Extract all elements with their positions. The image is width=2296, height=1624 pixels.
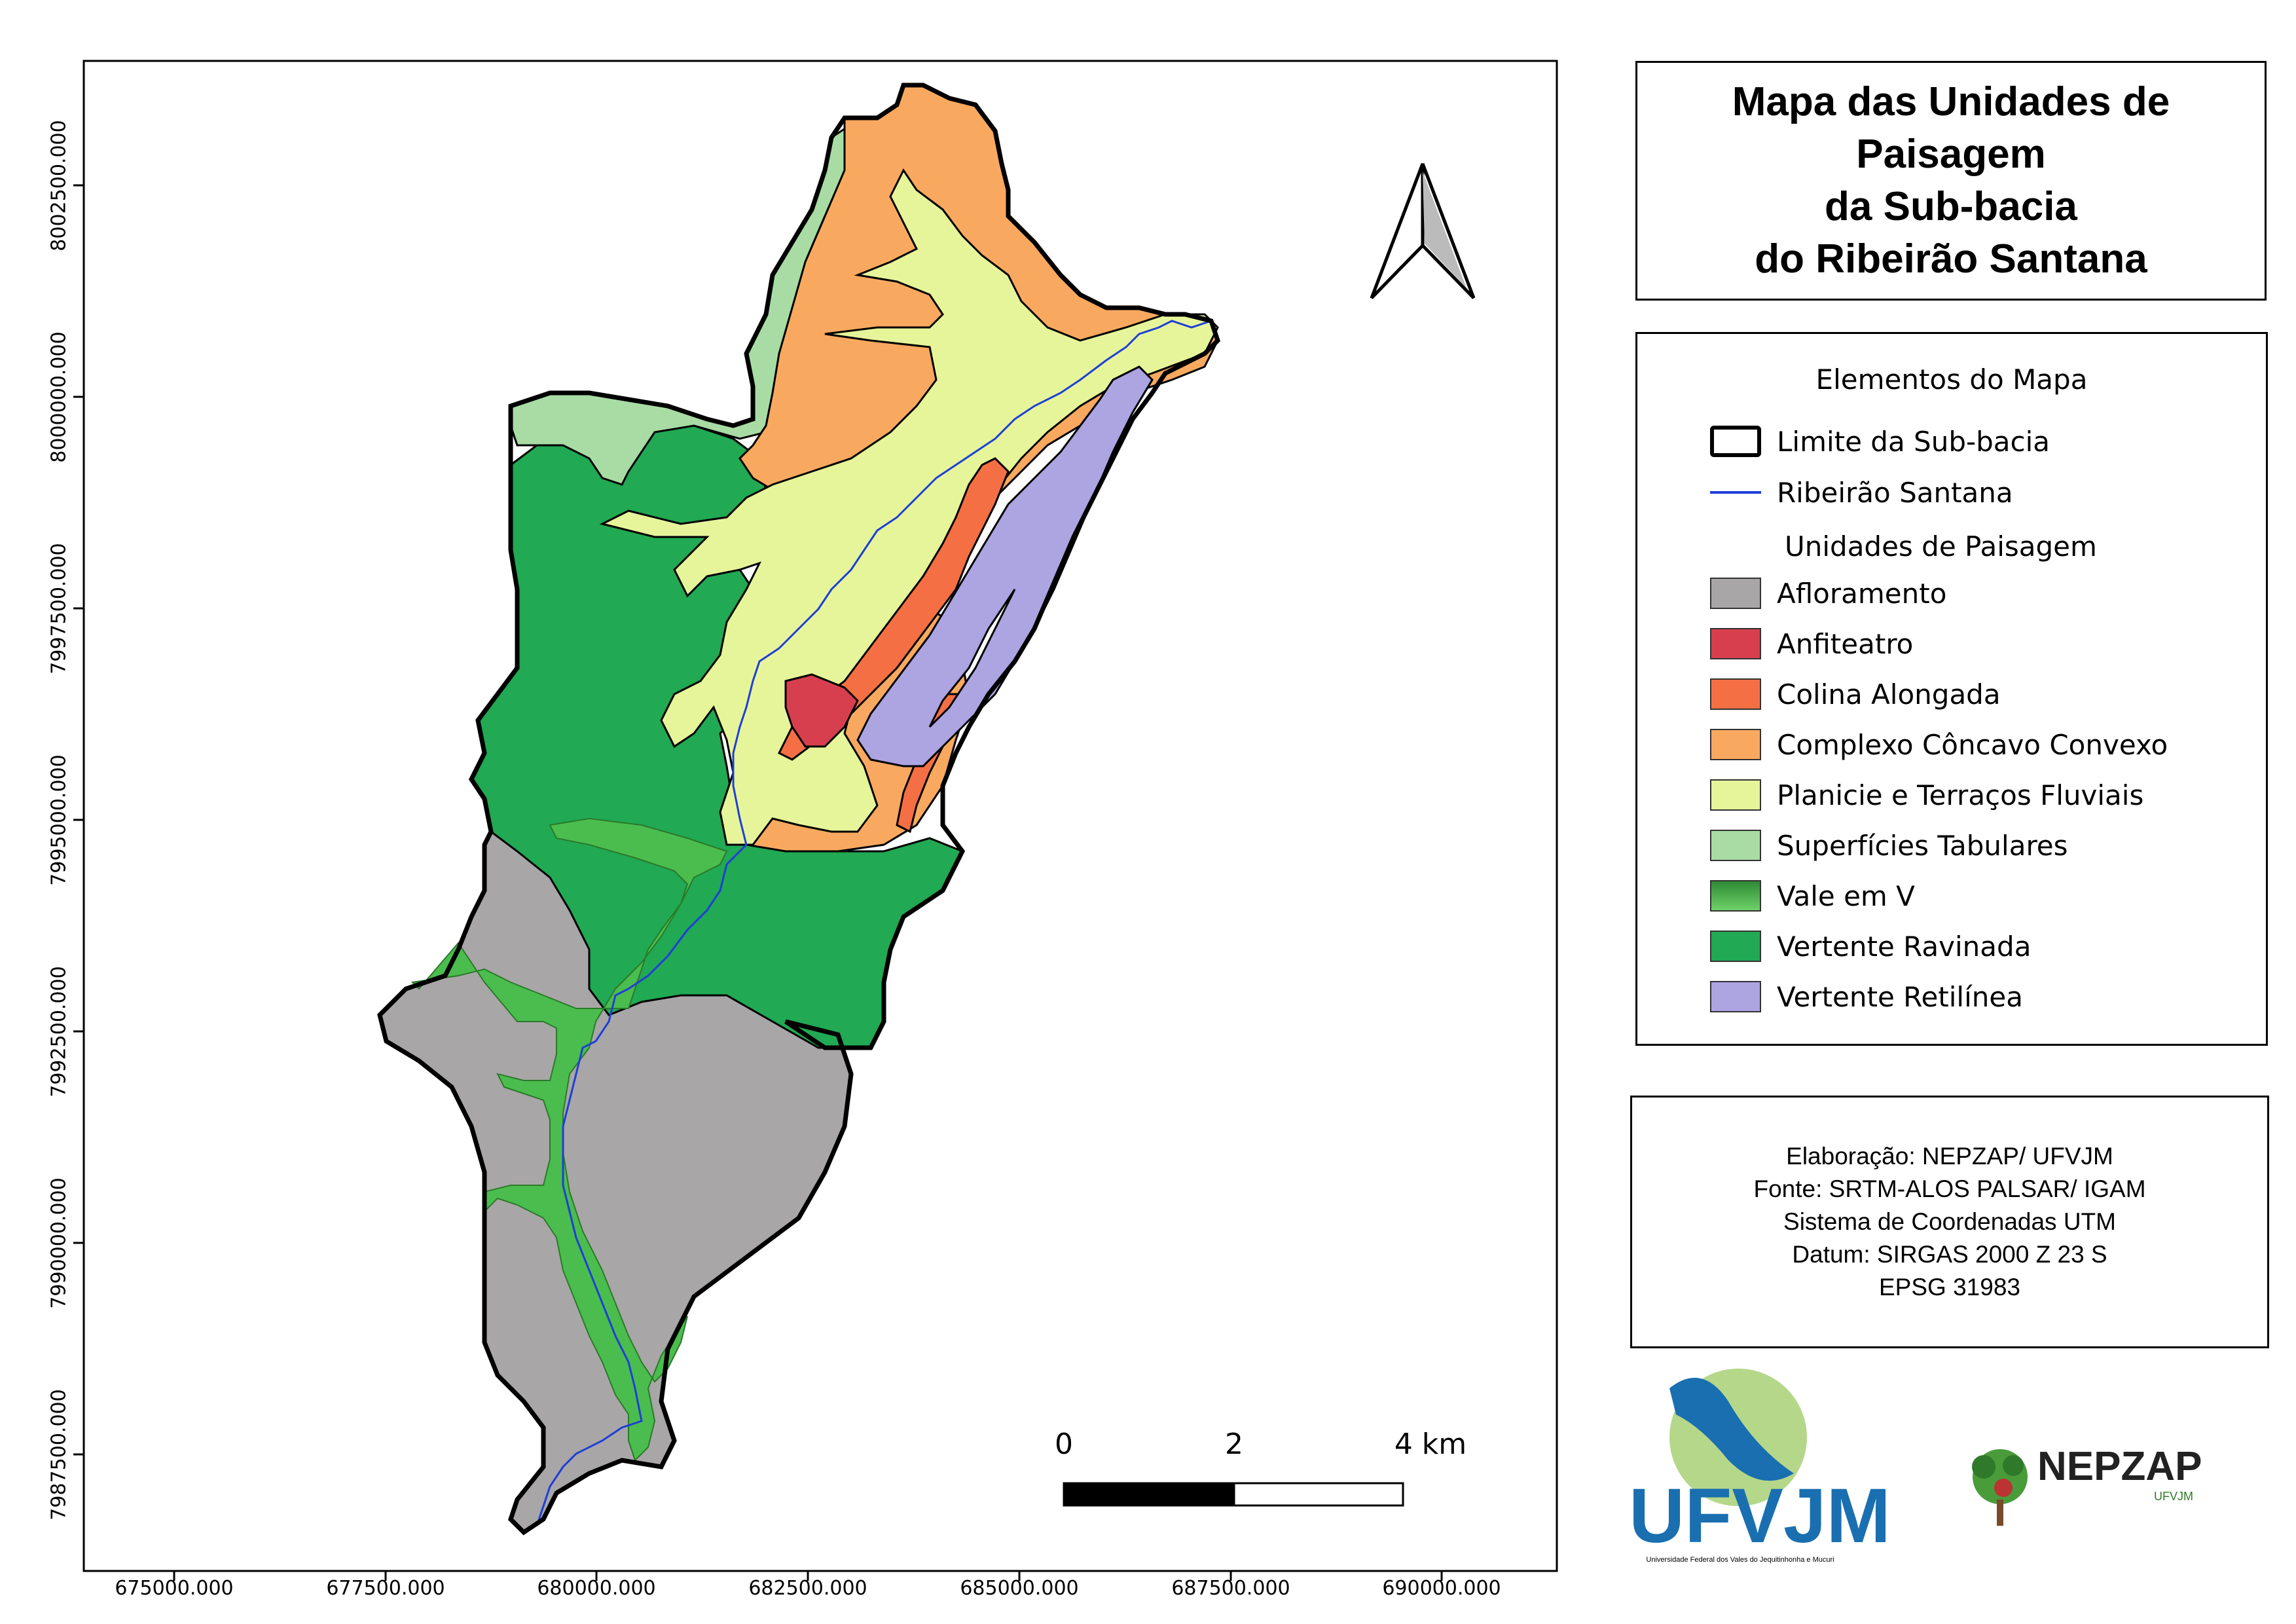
unit-anfiteatro (784, 673, 859, 748)
unit-planicie (599, 168, 1219, 846)
nepzap-tree-icon (1972, 1449, 2028, 1526)
legend-label: Ribeirão Santana (1777, 476, 2013, 509)
legend-label: Limite da Sub-bacia (1777, 425, 2050, 458)
nepzap-logo-subtitle: UFVJM (2154, 1490, 2193, 1503)
scale-bar (1063, 1482, 1404, 1507)
y-tick-label: 7990000.000 (47, 1177, 71, 1309)
credits-line: EPSG 31983 (1879, 1274, 2020, 1301)
nepzap-logo-text: NEPZAP (2037, 1444, 2202, 1489)
legend-item-vertente-retilinea: Vertente Retilínea (1710, 978, 2023, 1015)
legend-label: Complexo Côncavo Convexo (1777, 728, 2168, 761)
swatch (1710, 931, 1761, 962)
y-tick-label: 8000000.000 (47, 331, 71, 463)
legend-item-vertente-ravinada: Vertente Ravinada (1710, 928, 2031, 965)
x-tick-label: 687500.000 (1171, 1577, 1290, 1600)
legend-label: Vertente Ravinada (1777, 930, 2032, 963)
x-tick-label: 690000.000 (1382, 1577, 1501, 1600)
legend-label: Planicie e Terraços Fluviais (1777, 779, 2144, 811)
credits-line: Sistema de Coordenadas UTM (1783, 1208, 2116, 1235)
y-tick-label: 7997500.000 (47, 542, 71, 674)
swatch (1710, 779, 1761, 811)
legend-label: Afloramento (1777, 577, 1947, 610)
x-tick-label: 682500.000 (748, 1577, 867, 1600)
y-tick-marks (73, 184, 84, 1456)
legend-item-colina-alongada: Colina Alongada (1710, 676, 2001, 712)
credits-line: Fonte: SRTM-ALOS PALSAR/ IGAM (1753, 1175, 2146, 1202)
y-tick-label: 7987500.000 (47, 1388, 71, 1521)
boundary-swatch (1710, 426, 1761, 457)
legend-item-planicie: Planicie e Terraços Fluviais (1710, 777, 2143, 813)
x-tick-label: 680000.000 (537, 1577, 656, 1600)
legend-label: Colina Alongada (1777, 678, 2001, 710)
x-tick-label: 677500.000 (326, 1577, 445, 1600)
legend-item-afloramento: Afloramento (1710, 575, 1946, 612)
credits-panel: Elaboração: NEPZAP/ UFVJM Fonte: SRTM-AL… (1630, 1096, 2269, 1348)
legend-label: Vertente Retilínea (1777, 980, 2023, 1013)
unit-vale-em-v (410, 817, 728, 1462)
legend-item-river: Ribeirão Santana (1710, 474, 2013, 511)
sub-basin-boundary (377, 83, 1221, 1536)
ufvjm-logo-subtitle: Universidade Federal dos Vales do Jequit… (1646, 1556, 1834, 1564)
x-tick-label: 675000.000 (115, 1577, 234, 1600)
y-tick-label: 7995000.000 (47, 754, 71, 886)
ufvjm-logo-text: UFVJM (1629, 1473, 1891, 1559)
legend-label: Anfiteatro (1777, 627, 1914, 660)
swatch (1710, 628, 1761, 659)
title-panel: Mapa das Unidades de Paisagem da Sub-bac… (1635, 61, 2267, 301)
river-ribeirao-santana (536, 320, 1212, 1526)
swatch (1710, 981, 1761, 1012)
legend-item-anfiteatro: Anfiteatro (1710, 625, 1913, 662)
ufvjm-logo-icon (1669, 1369, 1807, 1506)
north-arrow-icon (1370, 163, 1476, 299)
legend-heading: Elementos do Mapa (1815, 363, 2088, 396)
map-title: Mapa das Unidades de Paisagem da Sub-bac… (1732, 79, 2170, 282)
legend-item-superficies: Superfícies Tabulares (1710, 827, 2068, 864)
legend-item-vale-em-v: Vale em V (1710, 877, 1915, 914)
swatch (1710, 729, 1761, 760)
credits-line: Datum: SIRGAS 2000 Z 23 S (1792, 1241, 2107, 1268)
legend-item-boundary: Limite da Sub-bacia (1710, 423, 2050, 460)
x-tick-marks (173, 1571, 1443, 1581)
legend-label: Superfícies Tabulares (1777, 829, 2068, 862)
y-tick-label: 8002500.000 (47, 119, 71, 251)
credits-line: Elaboração: NEPZAP/ UFVJM (1786, 1143, 2113, 1170)
legend-label: Vale em V (1777, 879, 1915, 912)
swatch (1710, 578, 1761, 609)
swatch (1710, 880, 1761, 912)
y-tick-label: 7992500.000 (47, 965, 71, 1098)
legend-item-complexo: Complexo Côncavo Convexo (1710, 726, 2168, 763)
river-swatch (1710, 491, 1761, 494)
swatch (1710, 678, 1761, 710)
units-heading: Unidades de Paisagem (1785, 530, 2097, 563)
scale-label-0: 0 (1055, 1428, 1073, 1461)
scale-label-2: 2 (1225, 1428, 1243, 1461)
scale-label-4km: 4 km (1394, 1428, 1467, 1461)
swatch (1710, 830, 1761, 861)
x-tick-label: 685000.000 (960, 1577, 1079, 1600)
